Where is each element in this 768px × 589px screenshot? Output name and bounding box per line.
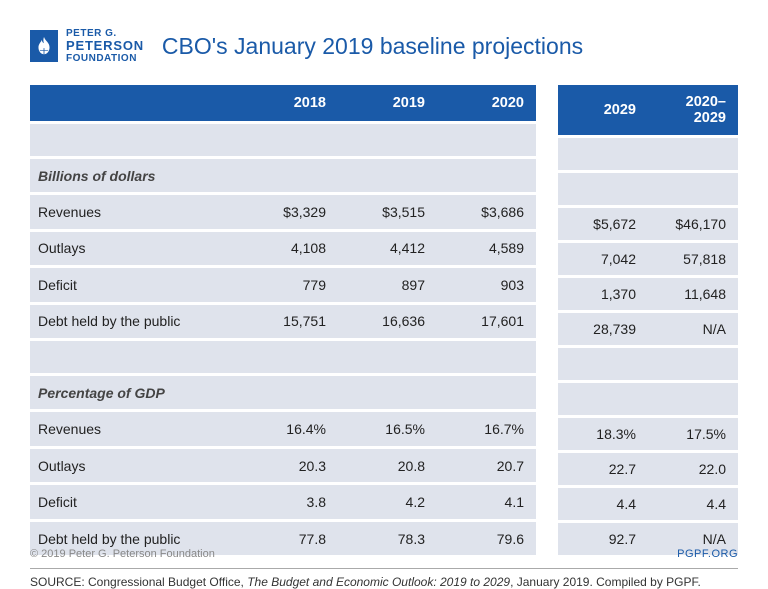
row-label: Outlays	[30, 449, 239, 482]
spacer-row	[558, 138, 738, 170]
cell: 22.0	[648, 453, 738, 485]
cell: 903	[437, 268, 536, 301]
cell: $3,515	[338, 195, 437, 228]
logo-text: PETER G. PETERSON FOUNDATION	[66, 28, 144, 64]
spacer-row	[558, 348, 738, 380]
cell: 4,412	[338, 232, 437, 265]
section-header: Percentage of GDP	[30, 376, 536, 409]
cell: 779	[239, 268, 338, 301]
source-suffix: , January 2019. Compiled by PGPF.	[510, 575, 701, 589]
cell: 20.8	[338, 449, 437, 482]
cell: 16.5%	[338, 412, 437, 445]
section-header-right	[558, 173, 738, 205]
logo-icon	[30, 30, 58, 62]
source-prefix: SOURCE: Congressional Budget Office,	[30, 575, 247, 589]
cell: 20.3	[239, 449, 338, 482]
tables-region: 201820192020 Billions of dollarsRevenues…	[30, 82, 738, 558]
cell: 17.5%	[648, 418, 738, 450]
source-italic: The Budget and Economic Outlook: 2019 to…	[247, 575, 510, 589]
cell: 4,589	[437, 232, 536, 265]
header: PETER G. PETERSON FOUNDATION CBO's Janua…	[30, 28, 738, 64]
row-label: Outlays	[30, 232, 239, 265]
col-header: 2029	[558, 85, 648, 135]
cell: 15,751	[239, 305, 338, 338]
spacer-row	[30, 341, 536, 373]
cell: 20.7	[437, 449, 536, 482]
cell: 57,818	[648, 243, 738, 275]
cell: 7,042	[558, 243, 648, 275]
col-header: 2019	[338, 85, 437, 121]
cell: 28,739	[558, 313, 648, 345]
col-header	[30, 85, 239, 121]
cell: $3,329	[239, 195, 338, 228]
source-line: SOURCE: Congressional Budget Office, The…	[30, 568, 738, 589]
logo-line3: FOUNDATION	[66, 53, 144, 64]
cell: 4.4	[558, 488, 648, 520]
footer: © 2019 Peter G. Peterson Foundation PGPF…	[30, 548, 738, 560]
section-header-right	[558, 383, 738, 415]
copyright: © 2019 Peter G. Peterson Foundation	[30, 548, 215, 560]
cell: 4.1	[437, 485, 536, 518]
section-header: Billions of dollars	[30, 159, 536, 192]
cell: 3.8	[239, 485, 338, 518]
cell: 11,648	[648, 278, 738, 310]
row-label: Debt held by the public	[30, 305, 239, 338]
footer-url: PGPF.ORG	[677, 548, 738, 560]
cell: $46,170	[648, 208, 738, 240]
cell: 16.7%	[437, 412, 536, 445]
main-table-right: 20292020–2029 $5,672$46,1707,04257,8181,…	[558, 82, 738, 558]
main-table-left: 201820192020 Billions of dollarsRevenues…	[30, 82, 536, 558]
row-label: Deficit	[30, 485, 239, 518]
spacer-row	[30, 124, 536, 156]
cell: $5,672	[558, 208, 648, 240]
cell: 4.2	[338, 485, 437, 518]
cell: $3,686	[437, 195, 536, 228]
cell: 16.4%	[239, 412, 338, 445]
row-label: Revenues	[30, 195, 239, 228]
cell: 16,636	[338, 305, 437, 338]
cell: 4.4	[648, 488, 738, 520]
col-header: 2020–2029	[648, 85, 738, 135]
row-label: Deficit	[30, 268, 239, 301]
logo-line2: PETERSON	[66, 39, 144, 53]
row-label: Revenues	[30, 412, 239, 445]
page-title: CBO's January 2019 baseline projections	[162, 33, 583, 60]
col-header: 2020	[437, 85, 536, 121]
cell: 22.7	[558, 453, 648, 485]
logo: PETER G. PETERSON FOUNDATION	[30, 28, 144, 64]
cell: 18.3%	[558, 418, 648, 450]
cell: 897	[338, 268, 437, 301]
cell: N/A	[648, 313, 738, 345]
col-header: 2018	[239, 85, 338, 121]
cell: 4,108	[239, 232, 338, 265]
cell: 1,370	[558, 278, 648, 310]
cell: 17,601	[437, 305, 536, 338]
